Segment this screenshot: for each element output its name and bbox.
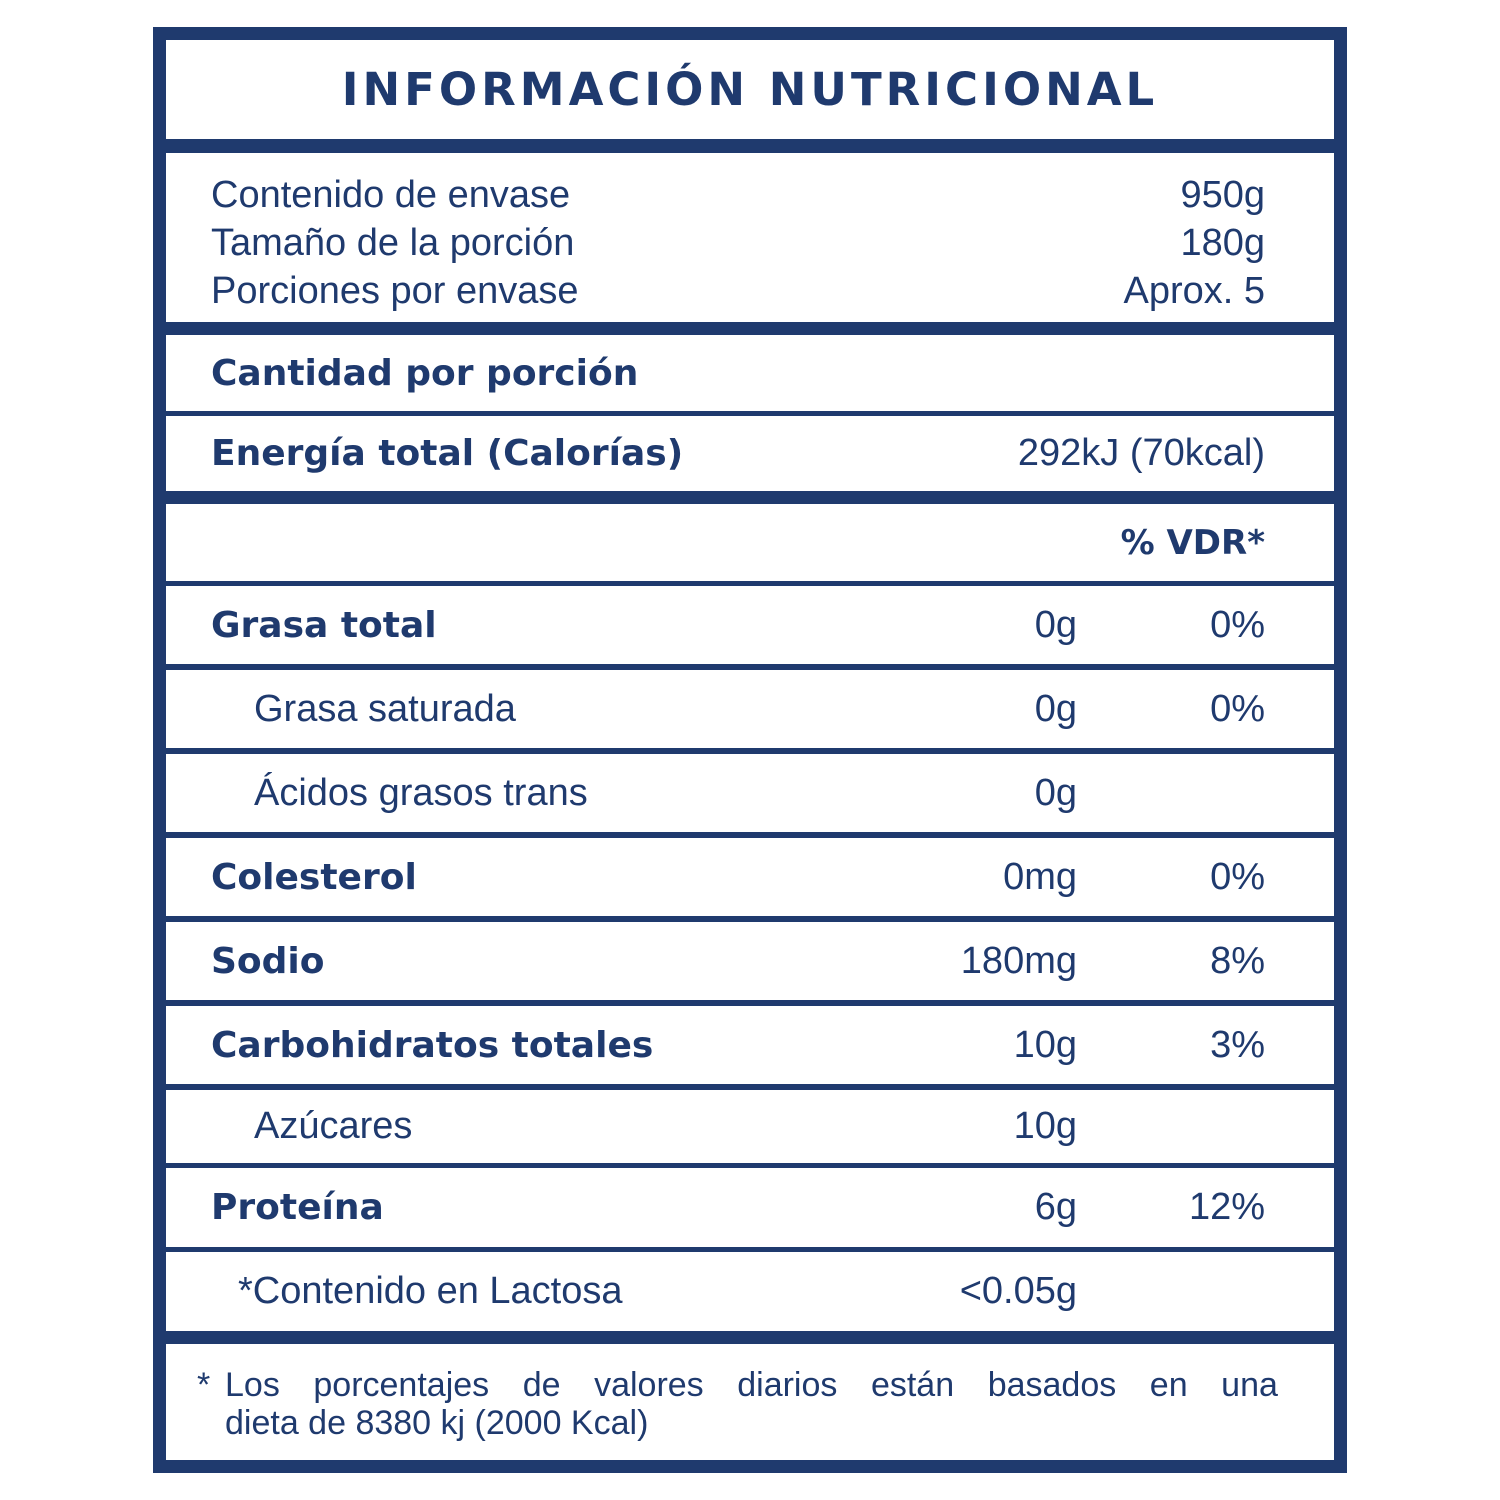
amount-per-serving-row: Cantidad por porción [166,335,1334,411]
nutrient-amount: 10g [1013,1105,1077,1147]
footnote-word: están [870,1366,955,1404]
footnote-word: de [522,1366,561,1404]
serving-info-row: Contenido de envase 950g [211,171,1265,219]
nutrient-label: Azúcares [254,1105,413,1147]
nutrient-amount: 0g [1034,603,1077,646]
nutrient-amount: 0g [1034,687,1077,730]
nutrient-row: Ácidos grasos trans 0g [166,754,1334,832]
footnote-word: diarios [737,1366,838,1404]
footnote-word: basados [987,1366,1117,1404]
nutrient-vdr: 12% [1188,1186,1265,1228]
nutrition-facts-panel: INFORMACIÓN NUTRICIONAL Contenido de env… [153,27,1347,1473]
serving-info-value: Aprox. 5 [1123,270,1265,312]
nutrient-row: Azúcares 10g [166,1090,1334,1163]
nutrient-vdr: 8% [1210,939,1265,982]
serving-info-label: Porciones por envase [211,270,579,312]
serving-info-value: 950g [1180,174,1265,216]
nutrient-vdr: 3% [1210,1023,1265,1066]
nutrient-row: Colesterol 0mg 0% [166,838,1334,916]
footnote-section: * Los porcentajes de valores diarios est… [166,1344,1334,1460]
nutrient-row: Grasa saturada 0g 0% [166,670,1334,748]
serving-info-value: 180g [1180,222,1265,264]
nutrient-label: Carbohidratos totales [211,1024,654,1066]
energy-row: Energía total (Calorías) 292kJ (70kcal) [166,416,1334,491]
vdr-header-row: % VDR* [166,504,1334,581]
energy-value: 292kJ (70kcal) [1017,432,1265,474]
nutrient-vdr: 0% [1210,687,1265,730]
nutrient-vdr: 0% [1210,855,1265,898]
vdr-header: % VDR* [1120,522,1265,563]
nutrient-amount: 0mg [1003,855,1077,898]
nutrient-row: *Contenido en Lactosa <0.05g [166,1252,1334,1331]
nutrient-label: Sodio [211,940,325,982]
nutrient-amount: <0.05g [959,1270,1077,1312]
nutrient-amount: 180mg [960,939,1077,982]
nutrient-label: Colesterol [211,856,417,898]
amount-per-serving-label: Cantidad por porción [211,352,639,394]
serving-info-label: Tamaño de la porción [211,222,575,264]
nutrient-label: *Contenido en Lactosa [238,1270,623,1312]
nutrient-row: Sodio 180mg 8% [166,922,1334,1000]
serving-info-section: Contenido de envase 950g Tamaño de la po… [166,153,1334,322]
footnote-word: valores [594,1366,704,1404]
page-title: INFORMACIÓN NUTRICIONAL [341,63,1159,116]
nutrient-row: Carbohidratos totales 10g 3% [166,1006,1334,1084]
nutrient-amount: 10g [1013,1023,1077,1066]
footnote-word: Los [225,1366,280,1404]
footnote-word: en [1149,1366,1188,1404]
serving-info-row: Tamaño de la porción 180g [211,219,1265,267]
footnote-line-1: Los porcentajes de valores diarios están… [211,1366,1278,1404]
nutrient-amount: 6g [1034,1186,1077,1228]
footnote-star: * [197,1366,211,1404]
nutrient-label: Grasa saturada [254,687,516,730]
footnote-word: una [1221,1366,1278,1404]
energy-label: Energía total (Calorías) [211,433,684,474]
serving-info-label: Contenido de envase [211,174,571,216]
nutrient-row: Proteína 6g 12% [166,1168,1334,1247]
nutrient-vdr: 0% [1210,603,1265,646]
nutrient-row: Grasa total 0g 0% [166,586,1334,664]
footnote-text: * Los porcentajes de valores diarios est… [197,1366,1278,1442]
serving-info-row: Porciones por envase Aprox. 5 [211,267,1265,315]
nutrient-label: Grasa total [211,604,437,646]
nutrient-label: Ácidos grasos trans [254,771,588,814]
footnote-line-2: dieta de 8380 kj (2000 Kcal) [225,1404,649,1442]
footnote-word: porcentajes [313,1366,490,1404]
title-section: INFORMACIÓN NUTRICIONAL [166,40,1334,139]
nutrient-label: Proteína [211,1187,384,1228]
nutrient-amount: 0g [1034,771,1077,814]
